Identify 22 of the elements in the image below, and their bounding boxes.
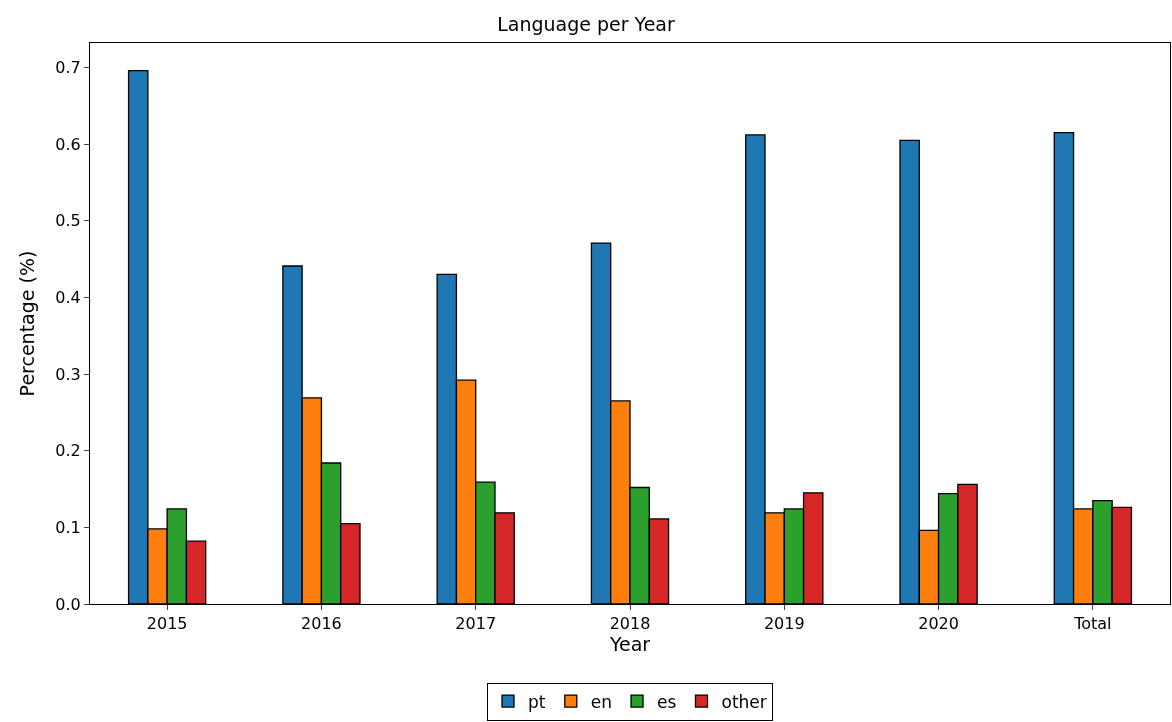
x-tick-label: 2019 [763, 614, 805, 634]
legend-label: pt [528, 691, 546, 712]
x-tick-label: 2016 [301, 614, 342, 634]
y-tick-label: 0.4 [55, 288, 81, 308]
x-tick-label: 2017 [455, 614, 497, 634]
legend-label: other [721, 691, 767, 712]
y-tick-label: 0.5 [55, 211, 81, 231]
x-tick-label: 2020 [918, 614, 959, 634]
y-tick-label: 0.6 [55, 134, 81, 154]
x-tick-label: Total [1073, 614, 1112, 634]
chart-title: Language per Year [497, 13, 675, 36]
y-tick-label: 0.1 [55, 517, 81, 537]
y-tick-label: 0.0 [55, 594, 81, 614]
y-tick-label: 0.7 [55, 58, 81, 78]
x-tick-label: 2018 [609, 614, 651, 634]
y-axis-title: Percentage (%) [16, 250, 39, 397]
y-tick-label: 0.3 [55, 364, 81, 384]
y-tick-label: 0.2 [55, 441, 81, 461]
x-axis-title: Year [608, 633, 651, 656]
x-tick-label: 2015 [146, 614, 188, 634]
legend-label: en [590, 691, 613, 712]
legend-label: es [657, 691, 677, 712]
